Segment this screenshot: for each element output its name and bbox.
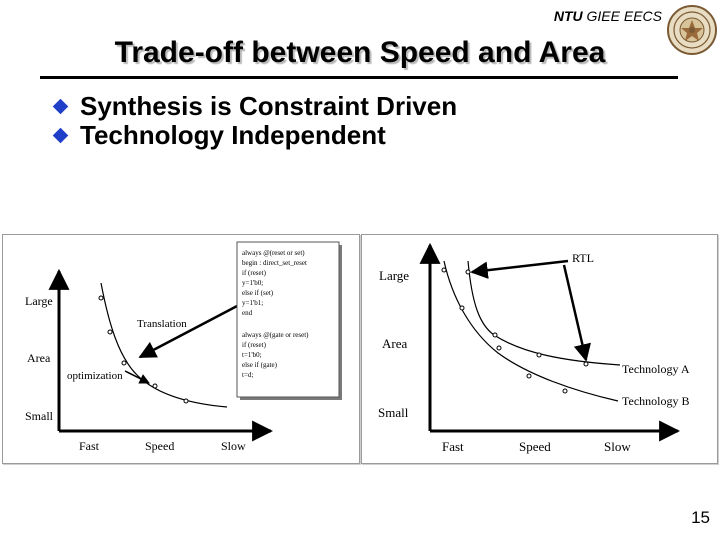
y-label-area: Area bbox=[382, 336, 407, 351]
curve-point bbox=[107, 329, 113, 335]
curve-point bbox=[121, 360, 127, 366]
code-line: else if (gate) bbox=[242, 361, 278, 369]
rtl-arrow-to-b bbox=[562, 264, 591, 362]
technology-b-point bbox=[526, 373, 532, 379]
code-box bbox=[236, 241, 340, 398]
code-line: y=1'b1; bbox=[242, 299, 263, 307]
rtl-arrow-to-a bbox=[470, 259, 569, 279]
code-line: always @(reset or set) bbox=[242, 249, 305, 257]
diamond-bullet-icon bbox=[52, 127, 69, 144]
tradeoff-curve bbox=[100, 282, 228, 408]
y-label-small: Small bbox=[25, 409, 54, 423]
technology-a-label: Technology A bbox=[622, 362, 690, 376]
technology-a-curve bbox=[467, 260, 621, 366]
technology-b-point bbox=[562, 388, 568, 394]
university-seal-icon bbox=[667, 5, 717, 55]
optimization-label: optimization bbox=[67, 370, 123, 382]
code-line: else if (set) bbox=[242, 289, 274, 297]
x-label-fast: Fast bbox=[442, 439, 464, 454]
translation-figure: Large Area Small Fast Speed Slow Transla… bbox=[2, 234, 360, 464]
header-org-bold: NTU bbox=[553, 8, 583, 24]
code-line: if (reset) bbox=[242, 341, 267, 349]
code-line: always @(gate or reset) bbox=[242, 331, 309, 339]
x-label-speed: Speed bbox=[145, 439, 174, 453]
technology-b-label: Technology B bbox=[622, 394, 689, 408]
translation-label: Translation bbox=[137, 318, 187, 330]
technology-figure: Large Area Small Fast Speed Slow RTL Tec… bbox=[361, 234, 718, 464]
x-label-slow: Slow bbox=[604, 439, 631, 454]
x-label-slow: Slow bbox=[221, 439, 246, 453]
curve-point bbox=[98, 295, 104, 301]
bullet-item: Technology Independent bbox=[52, 121, 457, 150]
x-label-fast: Fast bbox=[79, 439, 100, 453]
bullet-text: Technology Independent bbox=[80, 120, 386, 150]
slide-title: Trade-off between Speed and Area bbox=[114, 36, 606, 69]
code-line: begin : direct_set_reset bbox=[242, 259, 307, 267]
curve-point bbox=[183, 398, 189, 404]
technology-a-point bbox=[465, 269, 471, 275]
technology-a-point bbox=[492, 332, 498, 338]
header-org: NTU GIEE EECS bbox=[554, 8, 662, 24]
header-org-rest: GIEE EECS bbox=[582, 8, 662, 24]
technology-a-point bbox=[536, 352, 542, 358]
rtl-label: RTL bbox=[572, 251, 594, 265]
y-label-large: Large bbox=[379, 268, 409, 283]
bullet-list: Synthesis is Constraint Driven Technolog… bbox=[52, 92, 457, 150]
title-underline bbox=[40, 76, 678, 79]
code-listing: always @(reset or set) begin : direct_se… bbox=[242, 249, 309, 379]
code-line: t=1'b0; bbox=[242, 351, 262, 359]
bullet-text: Synthesis is Constraint Driven bbox=[80, 91, 458, 121]
code-line: end bbox=[242, 309, 253, 317]
x-label-speed: Speed bbox=[519, 439, 551, 454]
translation-arrow bbox=[138, 303, 240, 359]
code-line: t=d; bbox=[242, 371, 253, 379]
diamond-bullet-icon bbox=[52, 98, 69, 115]
technology-figure-svg: Large Area Small Fast Speed Slow RTL Tec… bbox=[378, 242, 690, 454]
technology-b-point bbox=[496, 345, 502, 351]
code-line: y=1'b0; bbox=[242, 279, 263, 287]
technology-b-curve bbox=[443, 260, 619, 402]
bullet-item: Synthesis is Constraint Driven bbox=[52, 92, 457, 121]
code-line: if (reset) bbox=[242, 269, 267, 277]
y-label-area: Area bbox=[27, 351, 51, 365]
technology-a-point bbox=[583, 361, 589, 367]
technology-b-point bbox=[459, 305, 465, 311]
translation-figure-svg: Large Area Small Fast Speed Slow Transla… bbox=[25, 241, 342, 453]
y-label-large: Large bbox=[25, 294, 53, 308]
y-label-small: Small bbox=[378, 405, 409, 420]
technology-b-point bbox=[441, 267, 447, 273]
page-number: 15 bbox=[691, 508, 710, 527]
curve-point bbox=[152, 383, 158, 389]
optimization-arrow bbox=[124, 370, 150, 384]
